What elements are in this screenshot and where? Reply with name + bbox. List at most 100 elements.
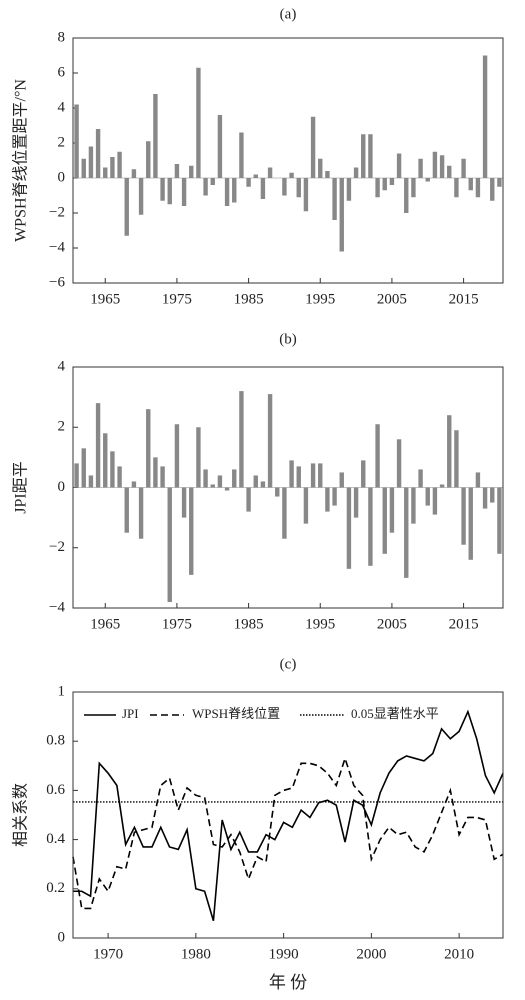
bar	[325, 487, 330, 512]
bar	[332, 178, 337, 220]
bar	[167, 178, 172, 205]
bar	[88, 475, 94, 488]
y-tick-label: 0.8	[46, 733, 65, 749]
bar	[332, 487, 337, 506]
bar	[454, 430, 459, 488]
bar	[482, 55, 488, 178]
bar	[260, 178, 266, 199]
bar	[181, 487, 187, 518]
bar	[375, 424, 380, 488]
y-axis-label: 相关系数	[12, 783, 30, 847]
bar	[432, 151, 438, 178]
bar	[189, 165, 194, 178]
y-tick-label: 0	[58, 479, 66, 495]
bar	[439, 484, 445, 488]
bar	[103, 433, 108, 488]
x-tick-label: 1975	[162, 291, 192, 307]
y-tick-label: 8	[58, 29, 66, 45]
x-axis-label: 年 份	[269, 973, 307, 992]
bar	[389, 487, 395, 533]
bar	[181, 178, 187, 206]
x-tick-label: 2000	[356, 946, 386, 962]
x-tick-label: 1965	[90, 291, 120, 307]
bar	[117, 466, 122, 488]
y-tick-label: −2	[49, 204, 65, 220]
bar	[95, 129, 101, 178]
plot-frame	[72, 366, 504, 609]
bar	[296, 466, 301, 488]
bar	[153, 457, 158, 488]
x-tick-label: 1995	[305, 291, 335, 307]
x-tick-label: 1985	[234, 291, 264, 307]
bar	[318, 463, 323, 488]
bar	[146, 141, 151, 178]
bar	[382, 487, 387, 554]
bar	[74, 104, 79, 178]
bar	[124, 487, 129, 533]
bar	[404, 487, 409, 578]
bar	[482, 487, 488, 509]
bar	[468, 178, 473, 191]
bar	[490, 487, 495, 503]
bar	[138, 487, 144, 539]
y-tick-label: 4	[58, 99, 66, 115]
plot-frame	[72, 691, 504, 939]
bar	[153, 94, 158, 178]
panel-title: (c)	[280, 656, 297, 672]
bar	[425, 487, 430, 506]
bar	[217, 115, 223, 178]
bar	[325, 171, 330, 178]
bar	[117, 151, 122, 178]
y-tick-label: 0.4	[46, 831, 65, 847]
bar	[303, 487, 309, 524]
bar	[439, 155, 445, 178]
bar	[396, 153, 402, 178]
bar	[232, 178, 237, 203]
bar	[404, 178, 409, 213]
panel-title: (a)	[280, 6, 297, 22]
x-tick-label: 1980	[181, 946, 211, 962]
x-tick-label: 2005	[377, 616, 407, 632]
bar	[174, 164, 180, 178]
bar	[174, 424, 180, 488]
x-tick-label: 1990	[269, 946, 299, 962]
bar	[475, 472, 481, 488]
bar	[260, 481, 266, 488]
bar	[490, 178, 495, 201]
bar	[418, 158, 423, 178]
bar	[267, 167, 273, 178]
bar	[217, 475, 223, 488]
bar	[239, 132, 244, 178]
bar	[339, 178, 344, 252]
bar	[203, 469, 208, 488]
bar	[310, 116, 316, 178]
y-tick-label: −4	[49, 599, 65, 615]
bar	[110, 451, 115, 488]
y-tick-label: 0	[58, 169, 66, 185]
bar	[210, 484, 215, 488]
y-tick-label: 1	[58, 683, 66, 699]
bar	[110, 157, 115, 178]
bar	[454, 178, 459, 198]
series-line	[73, 709, 504, 922]
bar	[189, 487, 194, 575]
x-tick-label: 1975	[162, 616, 192, 632]
bar	[346, 178, 352, 201]
y-tick-label: 0	[58, 929, 66, 945]
bar	[411, 178, 416, 198]
x-tick-label: 1970	[93, 946, 123, 962]
x-tick-label: 1995	[305, 616, 335, 632]
bar	[239, 391, 244, 488]
bar	[275, 487, 280, 497]
x-tick-label: 2010	[444, 946, 474, 962]
plot-frame	[72, 37, 504, 284]
bar	[361, 134, 366, 178]
bar	[375, 178, 380, 198]
bar	[497, 178, 502, 187]
bar	[267, 394, 273, 488]
bar	[160, 466, 165, 488]
bar	[396, 439, 402, 488]
bar	[131, 169, 137, 178]
bar	[138, 178, 144, 215]
y-tick-label: −4	[49, 239, 65, 255]
